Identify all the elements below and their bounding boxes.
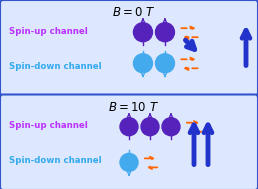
Text: Spin-up channel: Spin-up channel: [9, 27, 88, 36]
Circle shape: [133, 54, 152, 73]
Circle shape: [162, 118, 180, 136]
Text: Spin-down channel: Spin-down channel: [9, 62, 102, 70]
Circle shape: [133, 23, 152, 42]
Circle shape: [141, 118, 159, 136]
Text: $B = 0\ T$: $B = 0\ T$: [112, 6, 156, 19]
Text: $B = 10\ T$: $B = 10\ T$: [108, 101, 160, 114]
Circle shape: [120, 153, 138, 171]
FancyBboxPatch shape: [0, 0, 258, 95]
Text: Spin-down channel: Spin-down channel: [9, 156, 102, 165]
FancyBboxPatch shape: [0, 94, 258, 189]
Circle shape: [156, 54, 174, 73]
Text: Spin-up channel: Spin-up channel: [9, 121, 88, 130]
Circle shape: [120, 118, 138, 136]
Circle shape: [156, 23, 174, 42]
